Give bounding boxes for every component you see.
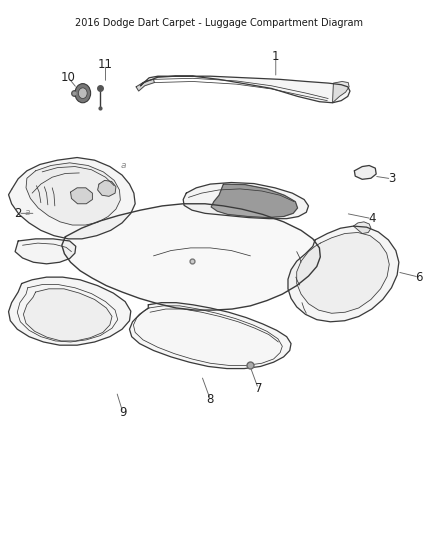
Text: 8: 8 (207, 393, 214, 406)
Polygon shape (211, 184, 297, 217)
Circle shape (75, 84, 91, 103)
Polygon shape (354, 165, 376, 179)
Polygon shape (71, 188, 92, 204)
Polygon shape (98, 180, 116, 196)
Text: 4: 4 (368, 212, 375, 225)
Polygon shape (15, 239, 76, 264)
Text: 10: 10 (61, 71, 76, 84)
Text: a: a (120, 161, 126, 170)
Polygon shape (9, 158, 135, 239)
Polygon shape (141, 76, 350, 103)
Text: 6: 6 (415, 271, 423, 284)
Text: 7: 7 (254, 382, 262, 395)
Text: 11: 11 (98, 58, 113, 71)
Text: 2: 2 (14, 207, 22, 220)
Circle shape (78, 88, 87, 99)
Polygon shape (26, 163, 120, 225)
Polygon shape (297, 232, 389, 313)
Text: 2016 Dodge Dart Carpet - Luggage Compartment Diagram: 2016 Dodge Dart Carpet - Luggage Compart… (75, 18, 363, 28)
Polygon shape (62, 204, 320, 310)
Text: 9: 9 (119, 406, 127, 419)
Text: a: a (24, 208, 30, 217)
Polygon shape (332, 82, 349, 103)
Polygon shape (183, 182, 308, 219)
Polygon shape (130, 303, 291, 368)
Text: 1: 1 (272, 50, 279, 63)
Polygon shape (9, 277, 131, 345)
Polygon shape (288, 226, 399, 322)
Text: 3: 3 (388, 172, 395, 185)
Polygon shape (23, 289, 112, 341)
Polygon shape (136, 79, 154, 91)
Polygon shape (353, 222, 371, 233)
